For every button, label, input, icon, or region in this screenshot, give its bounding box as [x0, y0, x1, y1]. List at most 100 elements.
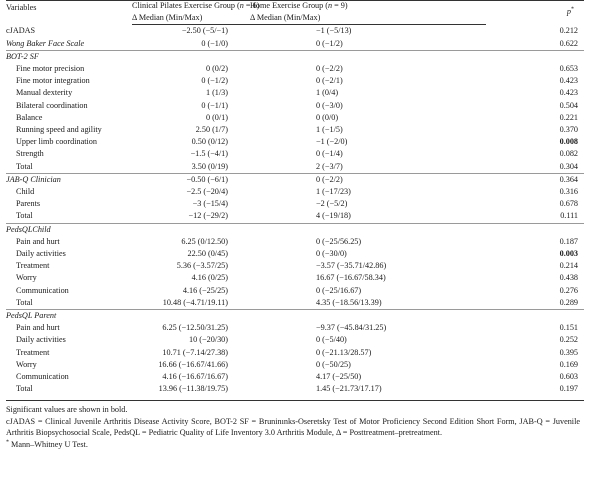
section-heading-row: BOT-2 SF: [6, 50, 584, 63]
section-heading: PedsQLChild: [6, 224, 51, 234]
table-row: Total −12 (−29/2) 4 (−19/18) 0.111: [6, 210, 585, 224]
home-value: 4.35 (−18.56/13.39): [250, 296, 487, 311]
home-value: 0 (−30/0): [316, 249, 347, 259]
table-row: Running speed and agility 2.50 (1/7) 1 (…: [6, 124, 584, 136]
pilates-value: −3 (−15/4): [192, 199, 228, 209]
row-label: Worry: [16, 273, 37, 283]
table-row: Upper limb coordination 0.50 (0/12) −1 (…: [6, 136, 584, 148]
pilates-value: 2.50 (1/7): [195, 125, 228, 135]
home-value: 0 (−25/16.67): [316, 285, 362, 295]
p-value: 0.111: [486, 210, 585, 224]
home-value: −9.37 (−45.84/31.25): [316, 323, 387, 333]
row-label: Fine motor precision: [16, 64, 85, 74]
p-value: 0.364: [559, 174, 579, 184]
home-value: 4.17 (−25/50): [316, 372, 362, 382]
table-row: Pain and hurt 6.25 (0/12.50) 0 (−25/56.2…: [6, 236, 584, 248]
table-row: Total 10.48 (−4.71/19.11) 4.35 (−18.56/1…: [6, 296, 585, 311]
section-heading: PedsQL Parent: [6, 311, 57, 321]
p-value: 0.423: [559, 76, 579, 86]
row-label: Daily activities: [16, 335, 66, 345]
header-variables: Variables: [6, 3, 37, 12]
home-value: 0 (−25/56.25): [316, 236, 362, 246]
header-pilates-median: Δ Median (Min/Max): [132, 12, 251, 26]
pilates-value: −2.5 (−20/4): [186, 187, 228, 197]
top-rule: [6, 0, 584, 1]
pilates-value: 3.50 (0/19): [132, 160, 228, 174]
home-value: 0 (−50/25): [316, 359, 351, 369]
p-value: 0.316: [559, 187, 579, 197]
table-row: Treatment 5.36 (−3.57/25) −3.57 (−35.71/…: [6, 260, 584, 272]
p-value-significant: 0.008: [559, 137, 579, 147]
home-value: 16.67 (−16.67/58.34): [316, 273, 386, 283]
home-value: 0 (−3/0): [316, 100, 343, 110]
home-value: −1 (−2/0): [316, 137, 348, 147]
pilates-value: 0 (−1/1): [201, 100, 228, 110]
significance-note: Significant values are shown in bold.: [6, 405, 128, 414]
header-home-median: Δ Median (Min/Max): [250, 12, 487, 26]
table-row: JAB-Q Clinician −0.50 (−6/1) 0 (−2/2) 0.…: [6, 173, 584, 186]
p-value: 0.678: [559, 199, 579, 209]
p-value: 0.395: [559, 347, 579, 357]
row-label: Manual dexterity: [16, 88, 73, 98]
abbreviations-note: cJADAS = Clinical Juvenile Arthritis Dis…: [6, 416, 580, 438]
row-label: Wong Baker Face Scale: [6, 37, 132, 51]
header-pilates-group: Clinical Pilates Exercise Group (n = 6): [132, 1, 260, 10]
p-value: 0.289: [486, 296, 585, 311]
pilates-value: 0.50 (0/12): [191, 137, 228, 147]
pilates-value: −12 (−29/2): [132, 210, 228, 224]
home-value: 0 (−2/2): [316, 174, 343, 184]
p-value: 0.197: [559, 384, 579, 394]
row-label: Communication: [16, 285, 69, 295]
p-value: 0.212: [559, 26, 579, 36]
table-footnotes: Significant values are shown in bold. cJ…: [6, 404, 580, 450]
test-footnote: * Mann–Whitney U Test.: [6, 439, 88, 449]
p-value: 0.252: [559, 335, 579, 345]
row-label: Total: [6, 210, 132, 224]
home-value: 1 (0/4): [316, 88, 339, 98]
table-row: Wong Baker Face Scale 0 (−1/0) 0 (−1/2) …: [6, 37, 585, 51]
section-heading-row: PedsQL Parent: [6, 310, 584, 323]
row-label: Worry: [16, 359, 37, 369]
pilates-value: 10.71 (−7.14/27.38): [162, 347, 228, 357]
row-label: JAB-Q Clinician: [6, 174, 61, 184]
p-value: 0.151: [559, 323, 579, 333]
row-label: Pain and hurt: [16, 323, 60, 333]
p-value: 0.304: [486, 160, 585, 174]
table-row: Bilateral coordination 0 (−1/1) 0 (−3/0)…: [6, 100, 584, 112]
home-value: −2 (−5/2): [316, 199, 348, 209]
table-row: Child −2.5 (−20/4) 1 (−17/23) 0.316: [6, 186, 584, 198]
table-row: Manual dexterity 1 (1/3) 1 (0/4) 0.423: [6, 87, 584, 99]
header-p-value: p*: [566, 6, 575, 17]
row-label: Bilateral coordination: [16, 100, 88, 110]
pilates-value: 0 (0/2): [205, 64, 228, 74]
table-row: Communication 4.16 (−25/25) 0 (−25/16.67…: [6, 285, 584, 297]
p-value: 0.169: [559, 359, 579, 369]
p-value: 0.276: [559, 285, 579, 295]
pilates-value: −2.50 (−5/−1): [181, 26, 228, 36]
table-row: Daily activities 22.50 (0/45) 0 (−30/0) …: [6, 248, 584, 260]
p-value: 0.187: [559, 236, 579, 246]
home-value: 1 (−17/23): [316, 187, 351, 197]
pilates-value: −1.5 (−4/1): [190, 149, 228, 159]
row-label: Balance: [16, 112, 43, 122]
table-row: Pain and hurt 6.25 (−12.50/31.25) −9.37 …: [6, 322, 584, 334]
pilates-value: 4.16 (0/25): [191, 273, 228, 283]
table-row: Communication 4.16 (−16.67/16.67) 4.17 (…: [6, 371, 584, 383]
row-label: Treatment: [16, 347, 50, 357]
section-heading: BOT-2 SF: [6, 51, 39, 61]
row-label: Total: [6, 160, 132, 174]
table-row: Worry 4.16 (0/25) 16.67 (−16.67/58.34) 0…: [6, 272, 584, 284]
p-value: 0.370: [559, 125, 579, 135]
table-row: Strength −1.5 (−4/1) 0 (−1/4) 0.082: [6, 148, 584, 160]
pilates-value: 6.25 (−12.50/31.25): [162, 323, 228, 333]
row-label: Daily activities: [16, 249, 66, 259]
pilates-value: 10 (−20/30): [189, 335, 228, 345]
pilates-value: 13.96 (−11.38/19.75): [158, 384, 228, 394]
row-label: Child: [16, 187, 35, 197]
home-value: 4 (−19/18): [250, 210, 487, 224]
table-row: Total 3.50 (0/19) 2 (−3/7) 0.304: [6, 160, 585, 174]
header-home-group: Home Exercise Group (n = 9): [250, 1, 348, 10]
p-value-significant: 0.003: [559, 249, 579, 259]
p-value: 0.221: [559, 112, 579, 122]
